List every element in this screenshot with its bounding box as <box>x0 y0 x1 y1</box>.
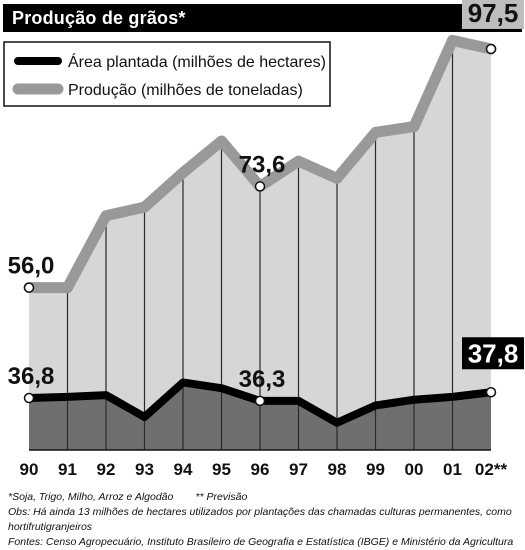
x-tick-label: 02** <box>475 460 508 479</box>
x-tick-label: 94 <box>174 460 193 479</box>
x-tick-label: 98 <box>328 460 347 479</box>
data-point <box>23 392 35 404</box>
x-tick-label: 96 <box>251 460 270 479</box>
footnote-forecast: ** Previsão <box>195 491 248 503</box>
x-tick-label: 99 <box>366 460 385 479</box>
footnote-obs: Obs: Há ainda 13 milhões de hectares uti… <box>8 506 512 533</box>
x-tick-label: 92 <box>97 460 116 479</box>
legend-box <box>3 41 331 107</box>
data-point <box>254 395 266 407</box>
data-label: 37,8 <box>468 338 519 368</box>
chart-title: Produção de grãos* <box>12 8 186 28</box>
x-tick-label: 01 <box>443 460 462 479</box>
footnote-sources: Fontes: Censo Agropecuário, Instituto Br… <box>8 536 514 548</box>
data-label: 97,5 <box>468 0 519 28</box>
data-point <box>23 282 35 293</box>
x-tick-label: 97 <box>289 460 308 479</box>
x-tick-label: 91 <box>58 460 77 479</box>
x-tick-label: 93 <box>135 460 154 479</box>
label-box-production <box>462 0 524 29</box>
data-point <box>485 43 497 55</box>
data-label: 56,0 <box>8 253 55 280</box>
title-bar: Produção de grãos* <box>3 4 522 32</box>
x-tick-label: 00 <box>405 460 424 479</box>
data-label: 36,3 <box>239 366 286 393</box>
data-label: 73,6 <box>239 151 286 178</box>
notes: *Soja, Trigo, Milho, Arroz e Algodão ** P… <box>8 490 520 550</box>
footnote-crops: *Soja, Trigo, Milho, Arroz e Algodão <box>8 491 174 503</box>
x-tick-label: 95 <box>212 460 231 479</box>
data-point <box>485 387 497 398</box>
data-label: 36,8 <box>8 363 55 390</box>
label-box-planted-area <box>462 337 524 370</box>
legend-label: Área plantada (milhões de hectares) <box>68 52 326 71</box>
legend-label: Produção (milhões de toneladas) <box>68 82 303 99</box>
x-tick-label: 90 <box>20 460 39 479</box>
data-point <box>254 181 266 192</box>
